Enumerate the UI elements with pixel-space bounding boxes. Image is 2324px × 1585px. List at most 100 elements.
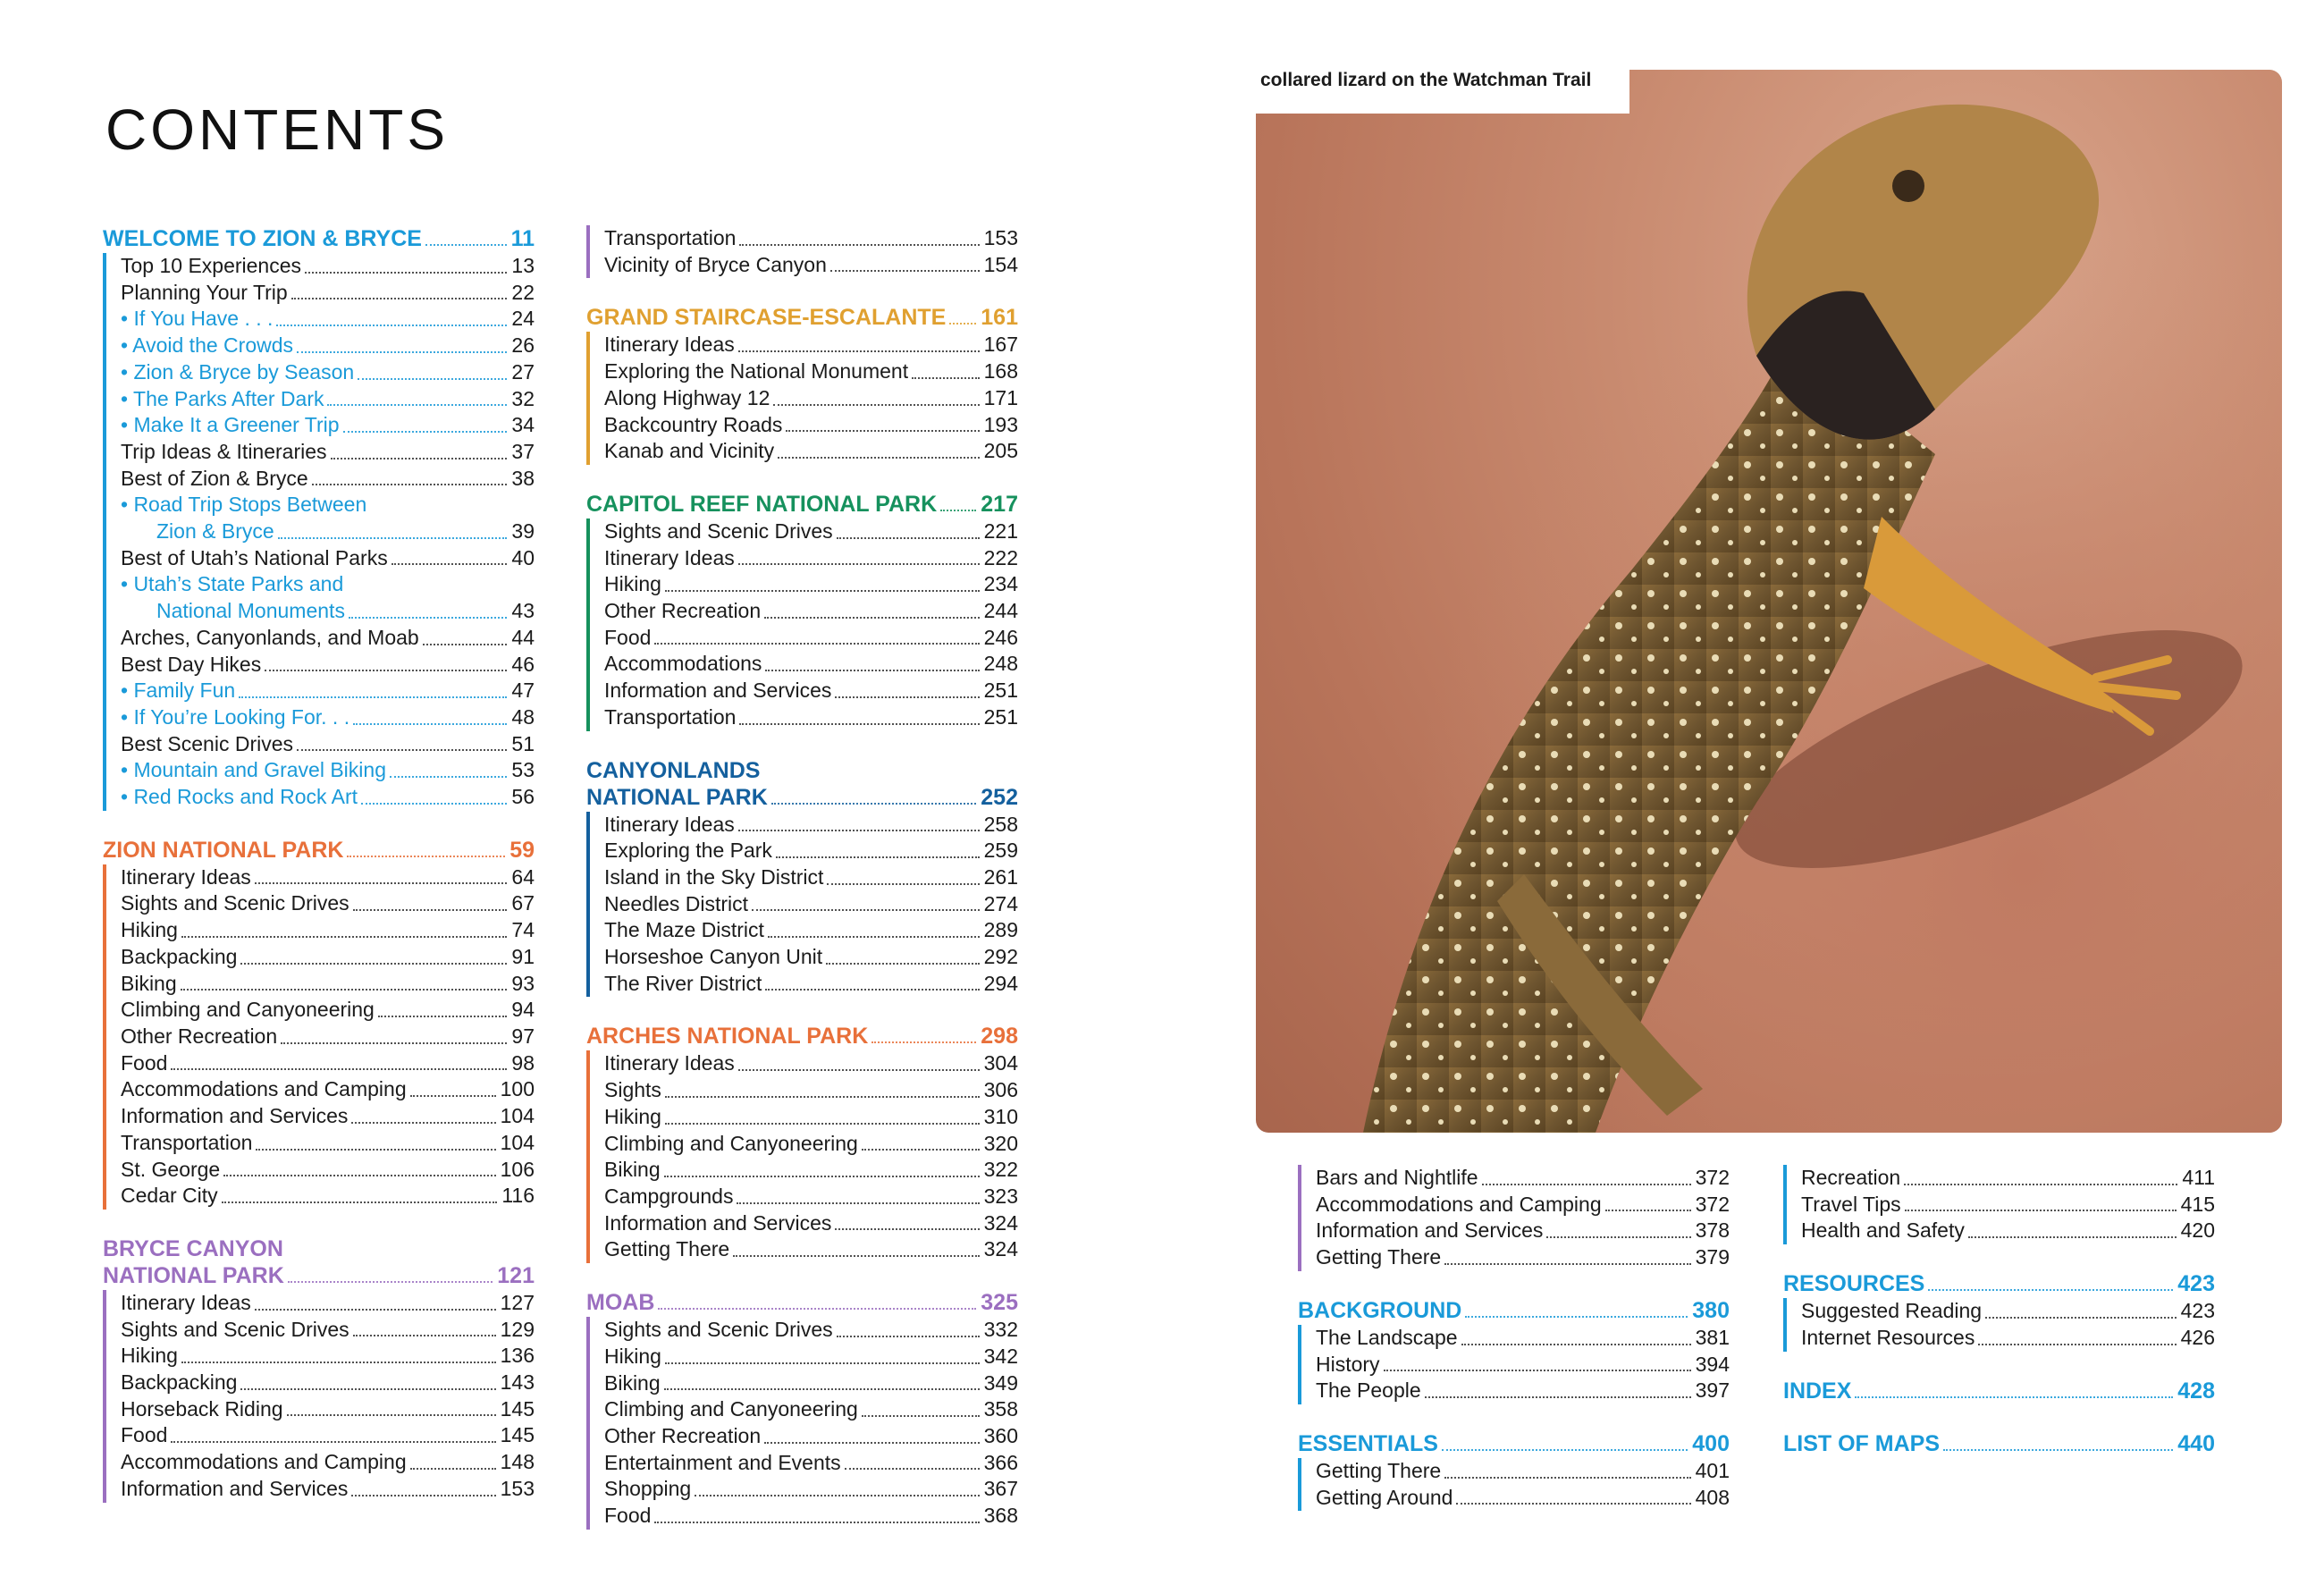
toc-entry[interactable]: • Make It a Greener Trip 34 bbox=[121, 412, 535, 439]
toc-entry[interactable]: • If You’re Looking For. . . 48 bbox=[121, 704, 535, 731]
toc-entry[interactable]: Best of Zion & Bryce 38 bbox=[121, 466, 535, 493]
toc-entry[interactable]: Hiking 234 bbox=[604, 571, 1018, 598]
section-heading[interactable]: ESSENTIALS 400 bbox=[1298, 1430, 1730, 1457]
section-heading[interactable]: RESOURCES 423 bbox=[1783, 1270, 2215, 1297]
toc-entry[interactable]: • The Parks After Dark 32 bbox=[121, 386, 535, 413]
section-heading[interactable]: INDEX 428 bbox=[1783, 1378, 2215, 1404]
toc-entry[interactable]: Accommodations and Camping 148 bbox=[121, 1449, 535, 1476]
toc-entry[interactable]: Climbing and Canyoneering 94 bbox=[121, 997, 535, 1024]
toc-entry[interactable]: • Utah’s State Parks and bbox=[121, 571, 535, 598]
section-heading[interactable]: LIST OF MAPS 440 bbox=[1783, 1430, 2215, 1457]
toc-entry[interactable]: Accommodations and Camping 100 bbox=[121, 1076, 535, 1103]
section-heading[interactable]: BACKGROUND 380 bbox=[1298, 1297, 1730, 1324]
section-heading[interactable]: ZION NATIONAL PARK 59 bbox=[103, 837, 535, 864]
toc-entry[interactable]: Other Recreation 360 bbox=[604, 1423, 1018, 1450]
toc-entry[interactable]: Cedar City 116 bbox=[121, 1183, 535, 1210]
toc-entry[interactable]: Itinerary Ideas 222 bbox=[604, 545, 1018, 572]
toc-entry[interactable]: Other Recreation 97 bbox=[121, 1024, 535, 1050]
section-heading[interactable]: CAPITOL REEF NATIONAL PARK 217 bbox=[586, 491, 1018, 518]
toc-entry[interactable]: Exploring the Park 259 bbox=[604, 838, 1018, 864]
toc-entry[interactable]: Itinerary Ideas 127 bbox=[121, 1290, 535, 1317]
toc-entry[interactable]: Planning Your Trip 22 bbox=[121, 280, 535, 307]
toc-entry[interactable]: Information and Services 251 bbox=[604, 678, 1018, 704]
section-heading[interactable]: GRAND STAIRCASE-ESCALANTE 161 bbox=[586, 304, 1018, 331]
toc-entry[interactable]: Backcountry Roads 193 bbox=[604, 412, 1018, 439]
toc-entry[interactable]: • Mountain and Gravel Biking 53 bbox=[121, 757, 535, 784]
toc-entry[interactable]: Sights and Scenic Drives 221 bbox=[604, 518, 1018, 545]
toc-entry[interactable]: Hiking 136 bbox=[121, 1343, 535, 1370]
toc-entry[interactable]: Horseshoe Canyon Unit 292 bbox=[604, 944, 1018, 971]
toc-entry[interactable]: Kanab and Vicinity 205 bbox=[604, 438, 1018, 465]
toc-entry[interactable]: Food 368 bbox=[604, 1503, 1018, 1530]
toc-entry[interactable]: Food 98 bbox=[121, 1050, 535, 1077]
toc-entry[interactable]: Horseback Riding 145 bbox=[121, 1396, 535, 1423]
toc-entry[interactable]: Accommodations and Camping 372 bbox=[1316, 1192, 1730, 1218]
toc-entry[interactable]: Information and Services 153 bbox=[121, 1476, 535, 1503]
toc-entry[interactable]: Sights and Scenic Drives 332 bbox=[604, 1317, 1018, 1344]
toc-entry[interactable]: Travel Tips 415 bbox=[1801, 1192, 2215, 1218]
toc-entry[interactable]: Getting Around 408 bbox=[1316, 1485, 1730, 1512]
toc-entry[interactable]: Information and Services 378 bbox=[1316, 1218, 1730, 1244]
toc-entry-continued[interactable]: National Monuments 43 bbox=[121, 598, 535, 625]
toc-entry[interactable]: Climbing and Canyoneering 358 bbox=[604, 1396, 1018, 1423]
toc-entry[interactable]: Sights and Scenic Drives 129 bbox=[121, 1317, 535, 1344]
toc-entry[interactable]: The River District 294 bbox=[604, 971, 1018, 998]
toc-entry[interactable]: Best of Utah’s National Parks 40 bbox=[121, 545, 535, 572]
section-heading[interactable]: MOAB 325 bbox=[586, 1289, 1018, 1316]
toc-entry[interactable]: The Landscape 381 bbox=[1316, 1325, 1730, 1352]
toc-entry[interactable]: Campgrounds 323 bbox=[604, 1184, 1018, 1210]
toc-entry[interactable]: • Avoid the Crowds 26 bbox=[121, 333, 535, 359]
toc-entry[interactable]: Accommodations 248 bbox=[604, 651, 1018, 678]
section-heading[interactable]: BRYCE CANYON NATIONAL PARK 121 bbox=[103, 1235, 535, 1289]
section-heading[interactable]: ARCHES NATIONAL PARK 298 bbox=[586, 1023, 1018, 1050]
toc-entry[interactable]: Getting There 401 bbox=[1316, 1458, 1730, 1485]
toc-entry[interactable]: Entertainment and Events 366 bbox=[604, 1450, 1018, 1477]
toc-entry[interactable]: Hiking 342 bbox=[604, 1344, 1018, 1370]
toc-entry[interactable]: Biking 349 bbox=[604, 1370, 1018, 1397]
toc-entry-continued[interactable]: Zion & Bryce 39 bbox=[121, 518, 535, 545]
toc-entry[interactable]: Exploring the National Monument 168 bbox=[604, 358, 1018, 385]
toc-entry[interactable]: Needles District 274 bbox=[604, 891, 1018, 918]
toc-entry[interactable]: Sights 306 bbox=[604, 1077, 1018, 1104]
toc-entry[interactable]: Shopping 367 bbox=[604, 1476, 1018, 1503]
toc-entry[interactable]: Food 145 bbox=[121, 1422, 535, 1449]
toc-entry[interactable]: The Maze District 289 bbox=[604, 917, 1018, 944]
toc-entry[interactable]: Transportation 251 bbox=[604, 704, 1018, 731]
toc-entry[interactable]: Transportation 104 bbox=[121, 1130, 535, 1157]
toc-entry[interactable]: • Road Trip Stops Between bbox=[121, 492, 535, 518]
toc-entry[interactable]: Sights and Scenic Drives 67 bbox=[121, 890, 535, 917]
toc-entry[interactable]: The People 397 bbox=[1316, 1378, 1730, 1404]
toc-entry[interactable]: Itinerary Ideas 167 bbox=[604, 332, 1018, 358]
toc-entry[interactable]: Other Recreation 244 bbox=[604, 598, 1018, 625]
toc-entry[interactable]: Top 10 Experiences 13 bbox=[121, 253, 535, 280]
toc-entry[interactable]: Backpacking 143 bbox=[121, 1370, 535, 1396]
toc-entry[interactable]: Itinerary Ideas 304 bbox=[604, 1050, 1018, 1077]
section-heading[interactable]: CANYONLANDS NATIONAL PARK 252 bbox=[586, 757, 1018, 811]
toc-entry[interactable]: Along Highway 12 171 bbox=[604, 385, 1018, 412]
toc-entry[interactable]: Bars and Nightlife 372 bbox=[1316, 1165, 1730, 1192]
toc-entry[interactable]: Hiking 310 bbox=[604, 1104, 1018, 1131]
toc-entry[interactable]: • Family Fun 47 bbox=[121, 678, 535, 704]
toc-entry[interactable]: Food 246 bbox=[604, 625, 1018, 652]
toc-entry[interactable]: Biking 93 bbox=[121, 971, 535, 998]
section-heading[interactable]: WELCOME TO ZION & BRYCE 11 bbox=[103, 225, 535, 252]
toc-entry[interactable]: Island in the Sky District 261 bbox=[604, 864, 1018, 891]
toc-entry[interactable]: Transportation 153 bbox=[604, 225, 1018, 252]
toc-entry[interactable]: Recreation 411 bbox=[1801, 1165, 2215, 1192]
toc-entry[interactable]: Hiking 74 bbox=[121, 917, 535, 944]
toc-entry[interactable]: Suggested Reading 423 bbox=[1801, 1298, 2215, 1325]
toc-entry[interactable]: Getting There 324 bbox=[604, 1236, 1018, 1263]
toc-entry[interactable]: Backpacking 91 bbox=[121, 944, 535, 971]
toc-entry[interactable]: Arches, Canyonlands, and Moab 44 bbox=[121, 625, 535, 652]
toc-entry[interactable]: Best Scenic Drives 51 bbox=[121, 731, 535, 758]
toc-entry[interactable]: St. George 106 bbox=[121, 1157, 535, 1184]
toc-entry[interactable]: History 394 bbox=[1316, 1352, 1730, 1378]
toc-entry[interactable]: Climbing and Canyoneering 320 bbox=[604, 1131, 1018, 1158]
toc-entry[interactable]: • Zion & Bryce by Season 27 bbox=[121, 359, 535, 386]
toc-entry[interactable]: Trip Ideas & Itineraries 37 bbox=[121, 439, 535, 466]
toc-entry[interactable]: Vicinity of Bryce Canyon 154 bbox=[604, 252, 1018, 279]
toc-entry[interactable]: Getting There 379 bbox=[1316, 1244, 1730, 1271]
toc-entry[interactable]: Health and Safety 420 bbox=[1801, 1218, 2215, 1244]
toc-entry[interactable]: • If You Have . . . 24 bbox=[121, 306, 535, 333]
toc-entry[interactable]: Internet Resources 426 bbox=[1801, 1325, 2215, 1352]
